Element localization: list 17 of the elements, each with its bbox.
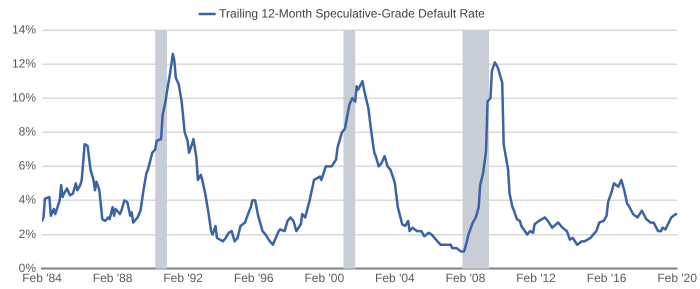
- x-tick-label: Feb '16: [586, 271, 627, 286]
- x-tick-label: Feb '20: [657, 271, 698, 286]
- y-tick-label: 2%: [18, 226, 36, 241]
- y-tick-label: 12%: [12, 56, 36, 70]
- y-tick-label: 8%: [18, 124, 36, 139]
- x-tick-label: Feb '88: [92, 271, 133, 286]
- y-tick-label: 4%: [18, 192, 36, 207]
- x-tick-label: Feb '00: [304, 271, 344, 286]
- x-tick-label: Feb '12: [516, 271, 556, 286]
- x-tick-label: Feb '04: [375, 271, 416, 286]
- x-tick-label: Feb '96: [234, 271, 274, 286]
- y-tick-label: 10%: [12, 90, 36, 104]
- legend-label: Trailing 12-Month Speculative-Grade Default Rate: [219, 6, 486, 20]
- y-tick-label: 14%: [12, 22, 36, 36]
- x-tick-label: Feb '08: [446, 271, 486, 286]
- y-tick-label: 6%: [18, 158, 36, 173]
- x-tick-label: Feb '92: [163, 271, 204, 286]
